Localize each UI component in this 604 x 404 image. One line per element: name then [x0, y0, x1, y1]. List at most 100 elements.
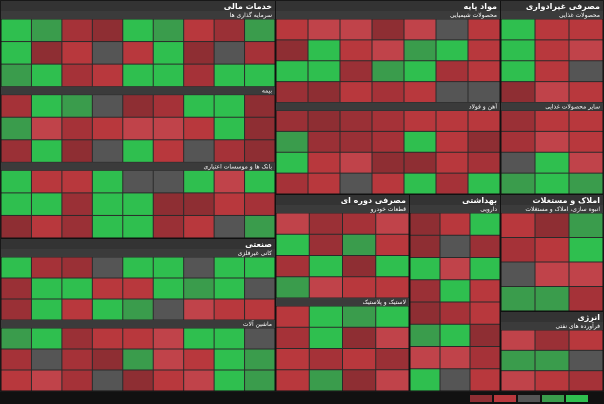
- stock-tile: [92, 328, 123, 349]
- stock-tile: [372, 61, 404, 82]
- stock-tile: [569, 40, 603, 61]
- stock-tile: [468, 111, 500, 131]
- stock-tile: [62, 328, 92, 349]
- group-header: [276, 298, 409, 306]
- stock-tile: [470, 302, 500, 324]
- stock-tile: [184, 278, 214, 299]
- stock-tile: [184, 349, 214, 370]
- stock-tile: [214, 278, 245, 299]
- stock-tile: [569, 213, 603, 237]
- group-title: سایر محصولات غذایی: [545, 104, 600, 111]
- stock-tile: [276, 173, 308, 194]
- stock-tile: [153, 140, 184, 162]
- legend-swatch: [470, 395, 492, 402]
- stock-tile: [436, 19, 468, 40]
- stock-tile: [569, 61, 603, 82]
- stock-tile: [214, 117, 245, 140]
- sector-header: [501, 1, 603, 11]
- stock-tile: [184, 95, 214, 117]
- stock-tile: [308, 131, 340, 152]
- stock-tile: [245, 193, 275, 215]
- stock-tile: [245, 299, 275, 320]
- stock-tile: [501, 238, 535, 262]
- stock-tile: [501, 330, 535, 350]
- stock-tile: [436, 173, 468, 194]
- stock-tile: [340, 61, 372, 82]
- stock-tile: [309, 349, 342, 370]
- stock-tile: [569, 173, 603, 194]
- stock-tile: [1, 370, 31, 391]
- stock-tile: [308, 152, 340, 173]
- stock-tile: [501, 287, 535, 311]
- group-title: محصولات شیمیایی: [450, 12, 497, 19]
- stock-tile: [376, 213, 409, 234]
- footer-bar: [0, 392, 604, 404]
- sector-header: [276, 195, 409, 205]
- stock-tile: [440, 280, 470, 302]
- stock-tile: [410, 347, 440, 369]
- stock-tile: [309, 327, 342, 348]
- stock-tile: [1, 170, 31, 193]
- stock-tile: [153, 215, 184, 238]
- stock-tile: [31, 215, 62, 238]
- stock-tile: [214, 64, 245, 87]
- stock-tile: [440, 369, 470, 391]
- stock-tile: [62, 140, 92, 162]
- stock-tile: [245, 328, 275, 349]
- stock-tile: [184, 42, 214, 64]
- stock-tile: [343, 349, 376, 370]
- stock-tile: [31, 299, 62, 320]
- sector-header: [1, 239, 275, 249]
- stock-tile: [123, 95, 153, 117]
- stock-tile: [62, 278, 92, 299]
- stock-tile: [62, 193, 92, 215]
- stock-tile: [92, 64, 123, 87]
- stock-tile: [440, 258, 470, 280]
- stock-tile: [535, 287, 569, 311]
- stock-tile: [569, 19, 603, 40]
- stock-tile: [436, 82, 468, 102]
- stock-tile: [153, 170, 184, 193]
- stock-tile: [184, 19, 214, 42]
- stock-tile: [245, 140, 275, 162]
- stock-tile: [404, 40, 436, 61]
- stock-tile: [214, 170, 245, 193]
- sector-header: [501, 195, 603, 205]
- stock-tile: [436, 61, 468, 82]
- stock-tile: [468, 82, 500, 102]
- stock-tile: [501, 111, 535, 131]
- stock-tile: [1, 19, 31, 42]
- stock-tile: [245, 95, 275, 117]
- stock-tile: [372, 173, 404, 194]
- stock-tile: [153, 95, 184, 117]
- stock-tile: [569, 111, 603, 131]
- stock-tile: [343, 256, 376, 277]
- stock-tile: [372, 82, 404, 102]
- stock-tile: [343, 234, 376, 255]
- stock-tile: [468, 40, 500, 61]
- stock-tile: [245, 257, 275, 278]
- stock-tile: [214, 215, 245, 238]
- stock-tile: [535, 19, 569, 40]
- stock-tile: [123, 42, 153, 64]
- stock-tile: [92, 370, 123, 391]
- group-header: [276, 205, 409, 213]
- sector-header: [501, 312, 603, 322]
- sector-title: انرژی: [577, 313, 600, 322]
- stock-tile: [308, 19, 340, 40]
- stock-tile: [376, 306, 409, 327]
- stock-tile: [214, 299, 245, 320]
- stock-tile: [184, 370, 214, 391]
- stock-tile: [153, 370, 184, 391]
- stock-tile: [501, 61, 535, 82]
- legend-swatch: [494, 395, 516, 402]
- stock-tile: [410, 258, 440, 280]
- stock-tile: [569, 330, 603, 350]
- stock-tile: [214, 257, 245, 278]
- stock-tile: [1, 95, 31, 117]
- stock-tile: [184, 193, 214, 215]
- stock-tile: [470, 258, 500, 280]
- stock-tile: [31, 193, 62, 215]
- stock-tile: [214, 19, 245, 42]
